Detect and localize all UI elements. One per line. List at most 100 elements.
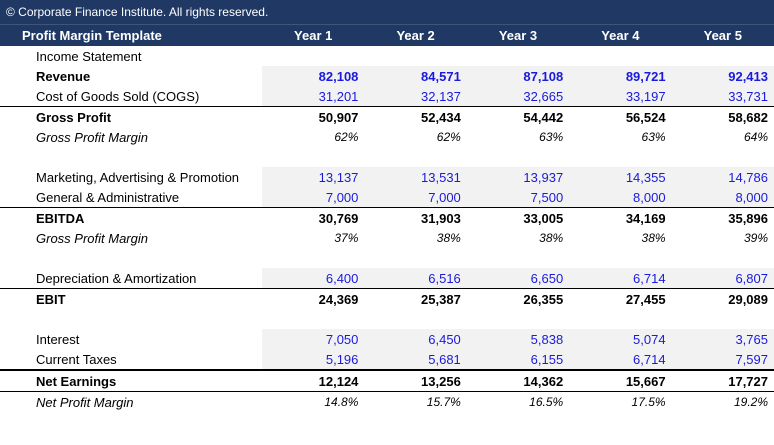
revenue-row: Revenue 82,108 84,571 87,108 89,721 92,413 [0, 66, 774, 86]
value-cell: 17,727 [671, 369, 774, 392]
value-cell: 8,000 [671, 187, 774, 208]
value-cell: 37% [334, 231, 359, 245]
value-cell: 6,650 [466, 268, 570, 289]
value-cell: 35,896 [671, 207, 774, 228]
profit-margin-table: Profit Margin Template Year 1 Year 2 Yea… [0, 24, 774, 412]
taxes-row: Current Taxes 5,196 5,681 6,155 6,714 7,597 [0, 349, 774, 370]
value-cell: 13,256 [364, 369, 467, 392]
value-cell: 33,005 [466, 207, 570, 228]
value-cell: 17.5% [631, 395, 666, 409]
row-label: Depreciation & Amortization [36, 270, 197, 286]
row-label: EBITDA [0, 207, 263, 228]
row-label: Current Taxes [36, 351, 117, 367]
value-cell: 7,000 [262, 187, 365, 208]
value-cell: 64% [743, 130, 768, 144]
row-label: Marketing, Advertising & Promotion [36, 169, 240, 185]
value-cell: 32,137 [364, 86, 467, 107]
value-cell: 38% [539, 231, 564, 245]
year-header: Year 4 [569, 24, 672, 46]
row-label: Gross Profit Margin [36, 129, 148, 145]
value-cell: 5,196 [262, 349, 365, 370]
value-cell: 56,524 [569, 106, 672, 127]
spacer-row [0, 147, 774, 167]
value-cell: 58,682 [671, 106, 774, 127]
ebitda-margin-row: Gross Profit Margin 37% 38% 38% 38% 39% [0, 228, 774, 248]
value-cell: 92,413 [671, 66, 774, 86]
header-row: Profit Margin Template Year 1 Year 2 Yea… [0, 24, 774, 46]
year-header: Year 2 [364, 24, 467, 46]
ebit-row: EBIT 24,369 25,387 26,355 27,455 29,089 [0, 288, 774, 309]
value-cell: 84,571 [364, 66, 467, 86]
section-label: Income Statement [36, 48, 142, 64]
value-cell: 63% [539, 130, 564, 144]
row-label: EBIT [0, 288, 263, 309]
value-cell: 33,731 [671, 86, 774, 107]
value-cell: 14,355 [569, 167, 672, 187]
value-cell: 50,907 [262, 106, 365, 127]
value-cell: 62% [436, 130, 461, 144]
section-label-row: Income Statement [0, 46, 774, 66]
value-cell: 5,681 [364, 349, 467, 370]
value-cell: 6,450 [364, 329, 467, 349]
row-label: Gross Profit Margin [36, 230, 148, 246]
row-label: Cost of Goods Sold (COGS) [36, 88, 200, 104]
value-cell: 82,108 [262, 66, 365, 86]
value-cell: 13,531 [364, 167, 467, 187]
value-cell: 31,201 [262, 86, 365, 107]
value-cell: 24,369 [262, 288, 365, 309]
value-cell: 15.7% [426, 395, 461, 409]
year-header: Year 1 [262, 24, 365, 46]
value-cell: 32,665 [466, 86, 570, 107]
value-cell: 25,387 [364, 288, 467, 309]
value-cell: 89,721 [569, 66, 672, 86]
net-margin-row: Net Profit Margin 14.8% 15.7% 16.5% 17.5% 19.… [0, 392, 774, 413]
value-cell: 6,400 [262, 268, 365, 289]
value-cell: 6,714 [569, 349, 672, 370]
template-title: Profit Margin Template [0, 24, 263, 46]
value-cell: 7,597 [671, 349, 774, 370]
year-header: Year 3 [466, 24, 570, 46]
ga-row: General & Administrative 7,000 7,000 7,500 8… [0, 187, 774, 208]
ebitda-row: EBITDA 30,769 31,903 33,005 34,169 35,896 [0, 207, 774, 228]
value-cell: 26,355 [466, 288, 570, 309]
value-cell: 30,769 [262, 207, 365, 228]
value-cell: 62% [334, 130, 359, 144]
value-cell: 3,765 [671, 329, 774, 349]
value-cell: 19.2% [733, 395, 768, 409]
value-cell: 5,838 [466, 329, 570, 349]
net-earnings-row: Net Earnings 12,124 13,256 14,362 15,667 17,7… [0, 369, 774, 392]
spacer-row [0, 309, 774, 329]
value-cell: 6,807 [671, 268, 774, 289]
value-cell: 38% [436, 231, 461, 245]
marketing-row: Marketing, Advertising & Promotion 13,137… [0, 167, 774, 187]
value-cell: 8,000 [569, 187, 672, 208]
copyright-banner: © Corporate Finance Institute. All right… [0, 0, 774, 24]
row-label: Net Profit Margin [36, 394, 134, 410]
cogs-row: Cost of Goods Sold (COGS) 31,201 32,137 32,… [0, 86, 774, 107]
interest-row: Interest 7,050 6,450 5,838 5,074 3,765 [0, 329, 774, 349]
value-cell: 31,903 [364, 207, 467, 228]
value-cell: 7,500 [466, 187, 570, 208]
da-row: Depreciation & Amortization 6,400 6,516 6,6… [0, 268, 774, 289]
value-cell: 13,937 [466, 167, 570, 187]
spacer-row [0, 248, 774, 268]
row-label: Gross Profit [0, 106, 263, 127]
value-cell: 33,197 [569, 86, 672, 107]
year-header: Year 5 [671, 24, 774, 46]
row-label: Revenue [36, 68, 91, 84]
value-cell: 5,074 [569, 329, 672, 349]
row-label: Net Earnings [0, 369, 263, 392]
value-cell: 7,050 [262, 329, 365, 349]
row-label: General & Administrative [36, 189, 180, 205]
gross-profit-row: Gross Profit 50,907 52,434 54,442 56,524 58,6… [0, 106, 774, 127]
value-cell: 14,786 [671, 167, 774, 187]
value-cell: 87,108 [466, 66, 570, 86]
value-cell: 7,000 [364, 187, 467, 208]
value-cell: 6,516 [364, 268, 467, 289]
value-cell: 27,455 [569, 288, 672, 309]
value-cell: 14,362 [466, 369, 570, 392]
value-cell: 15,667 [569, 369, 672, 392]
value-cell: 52,434 [364, 106, 467, 127]
value-cell: 34,169 [569, 207, 672, 228]
value-cell: 38% [641, 231, 666, 245]
